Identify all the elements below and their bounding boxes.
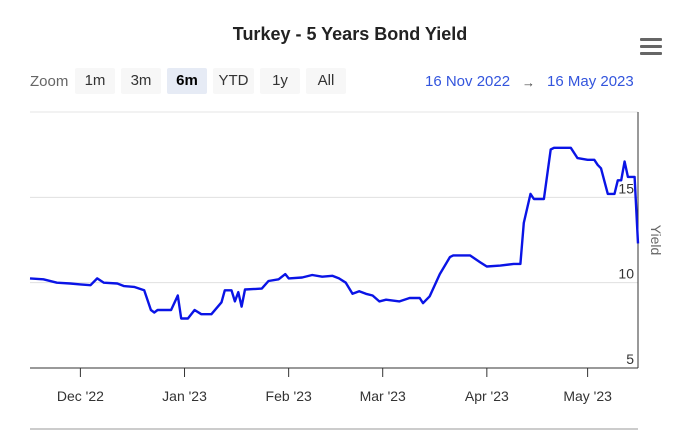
zoom-button-ytd[interactable]: YTD — [213, 68, 254, 94]
range-end-input[interactable]: 16 May 2023 — [547, 73, 634, 90]
range-arrow: → — [522, 75, 535, 90]
x-tick-label-4: Apr '23 — [465, 388, 509, 404]
grid-lines — [30, 111, 638, 284]
zoom-button-all[interactable]: All — [306, 68, 346, 94]
x-tick-label-1: Jan '23 — [162, 388, 207, 404]
chart-title: Turkey - 5 Years Bond Yield — [232, 24, 468, 44]
y-axis-ticks: 5 10 15 — [618, 180, 634, 367]
zoom-button-1y[interactable]: 1y — [260, 68, 300, 94]
y-tick-label-15: 15 — [618, 180, 634, 196]
x-tick-label-3: Mar '23 — [360, 388, 406, 404]
zoom-button-3m[interactable]: 3m — [121, 68, 161, 94]
range-start-input[interactable]: 16 Nov 2022 — [425, 73, 511, 90]
series-line — [29, 146, 640, 320]
x-tick-label-5: May '23 — [563, 388, 612, 404]
x-tick-label-2: Feb '23 — [266, 388, 312, 404]
y-tick-label-5: 5 — [626, 351, 634, 367]
hamburger-menu-icon[interactable] — [640, 38, 662, 56]
zoom-label: Zoom — [30, 73, 69, 90]
y-tick-label-10: 10 — [618, 266, 634, 282]
x-tick-label-0: Dec '22 — [57, 388, 104, 404]
zoom-button-1m[interactable]: 1m — [75, 68, 115, 94]
zoom-button-6m[interactable]: 6m — [167, 68, 207, 94]
y-axis-label: Yield — [648, 225, 664, 256]
x-axis-ticks: Dec '22 Jan '23 Feb '23 Mar '23 Apr '23 May '… — [57, 368, 612, 404]
